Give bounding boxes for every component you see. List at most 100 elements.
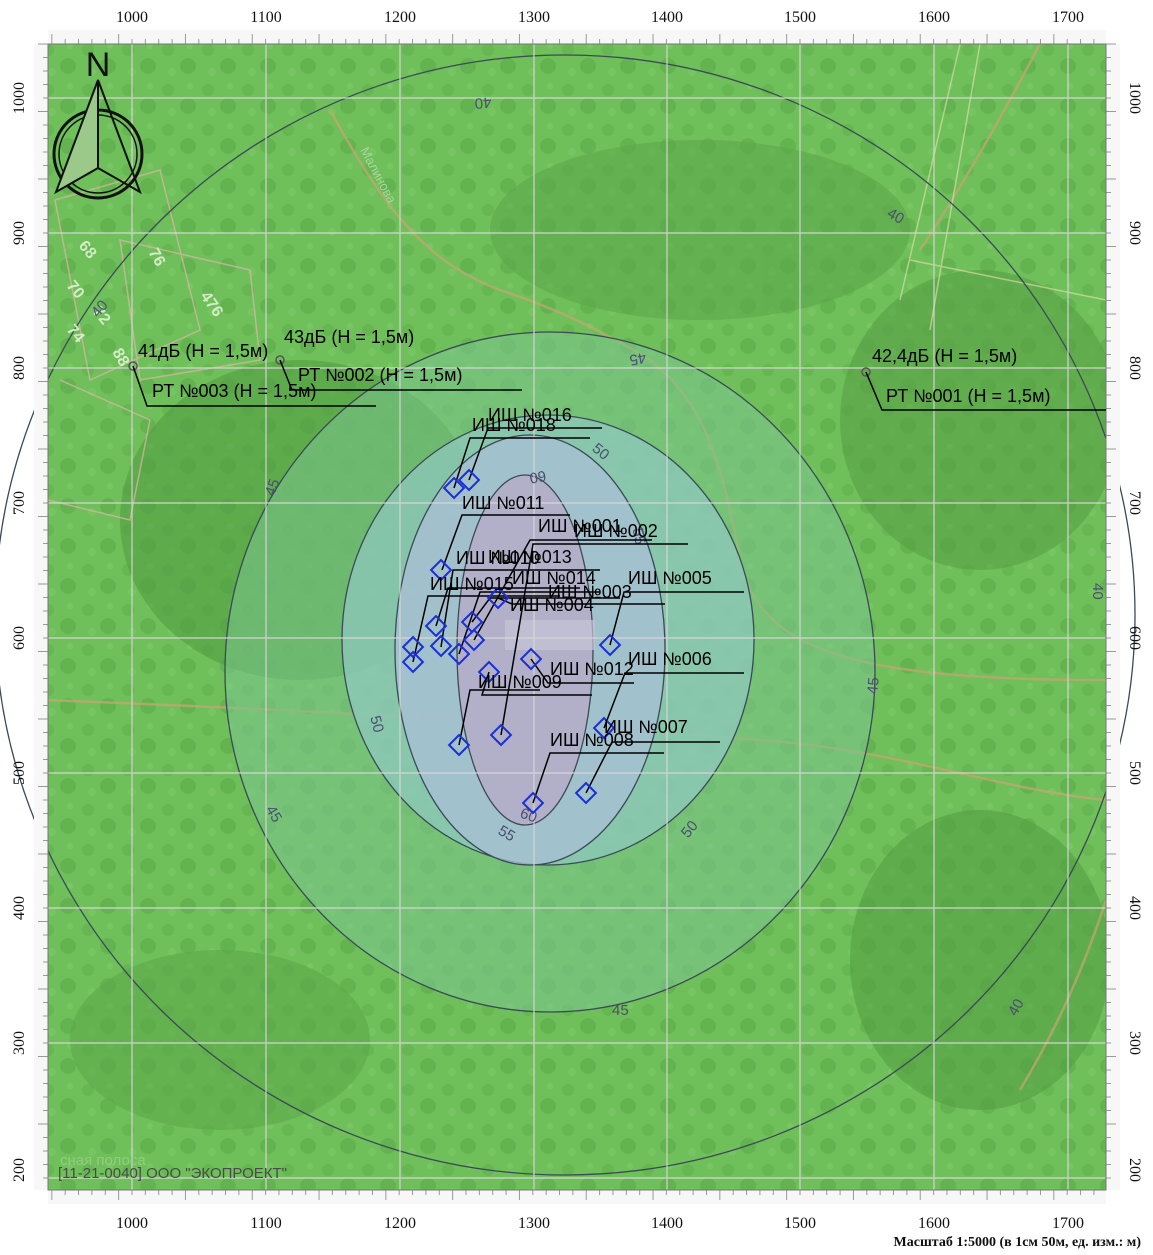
source-marker[interactable] bbox=[447, 733, 471, 757]
y-tick: 500 bbox=[1126, 761, 1143, 785]
y-tick: 300 bbox=[1126, 1031, 1143, 1055]
receiver-rt001[interactable]: 42,4дБ (H = 1,5м) РТ №001 (H = 1,5м) bbox=[861, 346, 1106, 411]
source-marker[interactable] bbox=[574, 781, 598, 805]
scale-note: Масштаб 1:5000 (в 1см 50м, ед. изм.: м) bbox=[893, 1235, 1141, 1250]
receiver-rt003[interactable]: 41дБ (H = 1,5м) РТ №003 (H = 1,5м) bbox=[128, 341, 376, 407]
contour-label: 60 bbox=[518, 805, 539, 827]
source-marker[interactable] bbox=[429, 634, 453, 658]
receiver-rt002[interactable]: 43дБ (H = 1,5м) РТ №002 (H = 1,5м) bbox=[275, 327, 522, 391]
north-letter: N bbox=[86, 46, 111, 84]
y-tick: 1000 bbox=[1126, 82, 1143, 114]
x-axis-top: 1000 1100 1200 1300 1400 1500 1600 1700 bbox=[116, 9, 1084, 26]
x-tick: 1200 bbox=[384, 9, 416, 26]
x-tick: 1100 bbox=[250, 1215, 281, 1232]
x-axis-bottom: 1000 1100 1200 1300 1400 1500 1600 1700 bbox=[116, 1215, 1084, 1232]
north-arrow: N bbox=[52, 46, 144, 200]
credit-label: [11-21-0040] ООО "ЭКОПРОЕКТ" bbox=[58, 1165, 287, 1182]
receiver-level: 43дБ (H = 1,5м) bbox=[284, 327, 414, 347]
receiver-point bbox=[128, 361, 138, 371]
source-label: ИШ №016 bbox=[488, 405, 572, 425]
north-arrow-right bbox=[97, 79, 142, 195]
contour-label: 40 bbox=[1089, 583, 1106, 600]
power-lines bbox=[899, 43, 1107, 331]
receiver-name: РТ №002 (H = 1,5м) bbox=[298, 365, 462, 385]
source-label: ИШ №006 bbox=[628, 649, 712, 669]
source-marker[interactable] bbox=[592, 716, 616, 740]
source-marker[interactable] bbox=[447, 642, 471, 666]
source-label: ИШ №007 bbox=[604, 717, 688, 737]
source-marker[interactable] bbox=[489, 723, 513, 747]
contour-label: 45 bbox=[262, 477, 284, 498]
source-marker[interactable] bbox=[401, 650, 425, 674]
y-tick: 800 bbox=[11, 356, 28, 380]
contour-label: 40 bbox=[1005, 996, 1028, 1019]
strip-label: сная полоса bbox=[60, 1152, 146, 1169]
source-marker[interactable] bbox=[442, 476, 466, 500]
y-tick: 800 bbox=[1126, 356, 1143, 380]
source-marker[interactable] bbox=[401, 635, 425, 659]
source-label: ИШ №001 bbox=[538, 516, 622, 536]
source-label: ИШ №018 bbox=[472, 415, 556, 435]
source-labels: ИШ №016 ИШ №018 ИШ №011 ИШ №001 ИШ №002 … bbox=[430, 405, 712, 750]
bottom-ruler bbox=[48, 1190, 1106, 1204]
source-marker[interactable] bbox=[598, 633, 622, 657]
y-tick: 200 bbox=[1126, 1158, 1143, 1182]
y-tick: 300 bbox=[11, 1031, 28, 1055]
contour-40 bbox=[0, 54, 1136, 1176]
x-tick: 1400 bbox=[651, 9, 683, 26]
contour-label: 50 bbox=[366, 714, 387, 735]
source-label: ИШ №013 bbox=[488, 547, 572, 567]
grid bbox=[48, 44, 1106, 1190]
source-label: ИШ №009 bbox=[478, 672, 562, 692]
source-markers bbox=[401, 468, 622, 815]
x-tick: 1000 bbox=[116, 1215, 148, 1232]
contour-label: 60 bbox=[528, 467, 547, 487]
x-tick: 1500 bbox=[784, 9, 816, 26]
contour-label: 45 bbox=[628, 349, 647, 369]
plot-number: 88 bbox=[109, 346, 133, 370]
source-marker[interactable] bbox=[460, 610, 484, 634]
source-marker[interactable] bbox=[457, 468, 481, 492]
receiver-level: 41дБ (H = 1,5м) bbox=[138, 341, 268, 361]
y-tick: 400 bbox=[11, 896, 28, 920]
x-tick: 1700 bbox=[1052, 9, 1084, 26]
x-tick: 1100 bbox=[250, 9, 281, 26]
x-tick: 1700 bbox=[1052, 1215, 1084, 1232]
source-label: ИШ №008 bbox=[550, 730, 634, 750]
y-axis-right: 1000 900 800 700 600 500 400 300 200 bbox=[1126, 82, 1143, 1182]
contour-label: 55 bbox=[495, 822, 518, 845]
contour-label: 40 bbox=[474, 93, 492, 111]
source-marker[interactable] bbox=[521, 791, 545, 815]
receiver-name: РТ №003 (H = 1,5м) bbox=[152, 381, 316, 401]
left-ruler bbox=[34, 44, 48, 1190]
source-marker[interactable] bbox=[519, 647, 543, 671]
y-tick: 900 bbox=[11, 221, 28, 245]
y-tick: 600 bbox=[1126, 626, 1143, 650]
source-marker[interactable] bbox=[477, 660, 501, 684]
x-tick: 1300 bbox=[518, 1215, 550, 1232]
source-marker[interactable] bbox=[486, 586, 510, 610]
source-label: ИШ №015 bbox=[430, 574, 514, 594]
contour-label: 45 bbox=[612, 1002, 629, 1019]
y-tick: 900 bbox=[1126, 221, 1143, 245]
y-tick: 400 bbox=[1126, 896, 1143, 920]
source-label: ИШ №010 bbox=[456, 548, 540, 568]
plot-boundaries bbox=[47, 169, 261, 521]
y-axis-left: 1000 900 800 700 600 500 400 300 200 bbox=[11, 82, 28, 1182]
source-marker[interactable] bbox=[462, 628, 486, 652]
map-frame bbox=[47, 43, 1107, 1191]
source-label: ИШ №003 bbox=[548, 582, 632, 602]
source-marker[interactable] bbox=[424, 614, 448, 638]
receiver-name: РТ №001 (H = 1,5м) bbox=[886, 386, 1050, 406]
source-label: ИШ №002 bbox=[574, 521, 658, 541]
source-marker[interactable] bbox=[429, 558, 453, 582]
x-tick: 1000 bbox=[116, 9, 148, 26]
contour-label: 45 bbox=[262, 803, 285, 826]
source-label: ИШ №014 bbox=[512, 568, 596, 588]
source-label: ИШ №004 bbox=[510, 595, 594, 615]
receiver-point bbox=[861, 367, 871, 377]
receiver-point bbox=[275, 355, 285, 365]
y-tick: 500 bbox=[11, 761, 28, 785]
x-tick: 1600 bbox=[918, 9, 950, 26]
y-tick: 700 bbox=[1126, 491, 1143, 515]
